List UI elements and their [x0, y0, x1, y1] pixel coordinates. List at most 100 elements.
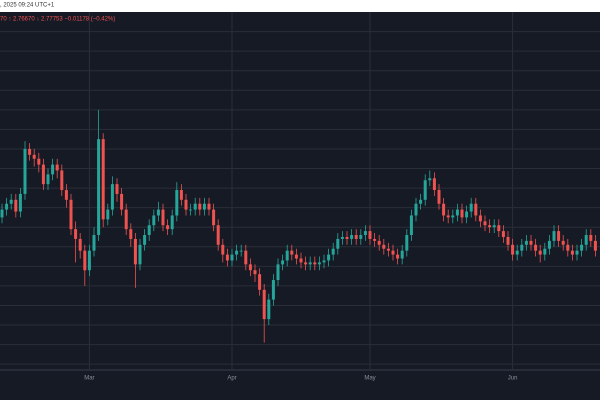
candle-body: [400, 250, 404, 259]
candle-body: [175, 190, 179, 216]
candle-body: [520, 244, 524, 251]
x-tick-label: May: [364, 376, 375, 382]
candle-body: [511, 244, 515, 255]
candle-body: [304, 262, 308, 265]
candle-body: [143, 235, 147, 245]
candle-body: [202, 203, 206, 210]
candle-body: [317, 262, 321, 265]
candle-body: [225, 254, 229, 261]
candle-body: [281, 260, 285, 265]
candle-body: [570, 250, 574, 255]
candle-body: [276, 264, 280, 281]
candle-body: [285, 250, 289, 261]
candle-body: [106, 209, 110, 220]
candle-body: [515, 250, 519, 255]
candle-body: [138, 244, 142, 265]
candle-body: [28, 148, 32, 155]
candle-body: [115, 184, 119, 194]
candle-body: [506, 236, 510, 245]
candle-body: [101, 139, 105, 220]
candle-body: [248, 264, 252, 271]
candle-body: [469, 203, 473, 212]
candle-body: [580, 244, 584, 251]
candle-body: [327, 254, 331, 261]
candle-body: [184, 199, 188, 210]
candle-body: [179, 190, 183, 200]
candle-body: [442, 203, 446, 216]
candle-body: [124, 209, 128, 230]
candle-body: [97, 139, 101, 236]
candle-body: [5, 203, 9, 210]
candle-body: [14, 199, 18, 212]
candle-body: [414, 203, 418, 216]
candle-body: [483, 221, 487, 226]
candle-body: [23, 148, 27, 194]
candle-body: [83, 250, 87, 271]
candle-body: [235, 250, 239, 255]
candle-body: [129, 229, 133, 239]
candle-body: [0, 209, 4, 218]
candle-body: [538, 250, 542, 255]
candle-body: [437, 190, 441, 204]
candle-body: [345, 236, 349, 239]
candle-body: [46, 174, 50, 185]
candle-body: [497, 225, 501, 232]
candle-body: [189, 209, 193, 211]
candle-body: [419, 199, 423, 204]
candle-body: [258, 274, 262, 290]
candle-body: [230, 254, 234, 261]
candle-body: [55, 164, 59, 171]
candle-body: [267, 299, 271, 320]
candle-body: [60, 170, 64, 191]
candle-body: [529, 240, 533, 245]
candle-body: [18, 193, 22, 212]
candle-body: [391, 250, 395, 255]
candle-body: [92, 235, 96, 251]
candle-body: [166, 225, 170, 230]
candle-body: [271, 280, 275, 300]
candle-body: [322, 260, 326, 263]
candle-body: [584, 235, 588, 245]
header-time: , 2025 09:24 UTC+1: [0, 3, 55, 9]
candle-body: [336, 238, 340, 249]
candle-body: [524, 240, 528, 245]
candle-body: [120, 193, 124, 210]
candle-body: [110, 184, 114, 210]
candle-body: [51, 164, 55, 175]
candle-body: [331, 248, 335, 255]
candle-body: [377, 240, 381, 245]
candle-body: [474, 203, 478, 216]
candle-body: [299, 258, 303, 263]
candle-body: [382, 244, 386, 249]
candle-body: [37, 158, 41, 165]
candle-body: [207, 203, 211, 210]
candle-body: [161, 209, 165, 226]
candles: [0, 109, 597, 343]
candle-body: [455, 209, 459, 216]
candle-body: [589, 235, 593, 241]
candle-body: [561, 240, 565, 245]
candle-body: [566, 244, 570, 251]
candle-body: [460, 209, 464, 218]
candle-body: [239, 250, 243, 252]
candle-body: [198, 203, 202, 210]
candle-body: [74, 229, 78, 239]
candle-body: [396, 254, 400, 259]
candle-body: [156, 209, 160, 216]
candle-body: [350, 235, 354, 239]
candle-body: [308, 262, 312, 265]
candle-body: [359, 235, 363, 239]
candle-body: [313, 262, 317, 265]
candle-body: [593, 240, 597, 251]
candle-body: [552, 231, 556, 241]
candle-body: [253, 270, 257, 275]
candle-body: [147, 225, 151, 236]
candle-body: [294, 254, 298, 259]
header-values: 70 ↑ 2.76670 ↓ 2.77753 −0.01178 (−0.42%): [0, 17, 115, 23]
candle-body: [405, 235, 409, 251]
candle-body: [557, 231, 561, 241]
candle-body: [78, 238, 82, 251]
x-tick-label: Jun: [508, 376, 518, 382]
candle-body: [368, 231, 372, 239]
